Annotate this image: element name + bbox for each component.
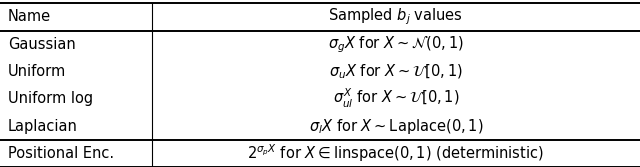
Text: Positional Enc.: Positional Enc.	[8, 146, 114, 161]
Text: $\sigma_l X$ for $X \sim \mathrm{Laplace}(0, 1)$: $\sigma_l X$ for $X \sim \mathrm{Laplace…	[308, 117, 483, 136]
Text: $2^{\sigma_p X}$ for $X \in \mathrm{linspace}(0, 1)$ (deterministic): $2^{\sigma_p X}$ for $X \in \mathrm{lins…	[248, 142, 544, 164]
Text: $\sigma_g X$ for $X \sim \mathcal{N}(0, 1)$: $\sigma_g X$ for $X \sim \mathcal{N}(0, …	[328, 34, 464, 55]
Text: Gaussian: Gaussian	[8, 37, 76, 52]
Text: Uniform log: Uniform log	[8, 91, 93, 106]
Text: $\sigma_{ul}^{X}$ for $X \sim \mathcal{U}[0, 1)$: $\sigma_{ul}^{X}$ for $X \sim \mathcal{U…	[333, 87, 459, 110]
Text: Sampled $b_j$ values: Sampled $b_j$ values	[328, 7, 463, 27]
Text: Uniform: Uniform	[8, 64, 66, 79]
Text: $\sigma_u X$ for $X \sim \mathcal{U}[0, 1)$: $\sigma_u X$ for $X \sim \mathcal{U}[0, …	[329, 62, 463, 81]
Text: Name: Name	[8, 10, 51, 25]
Text: Laplacian: Laplacian	[8, 119, 77, 134]
